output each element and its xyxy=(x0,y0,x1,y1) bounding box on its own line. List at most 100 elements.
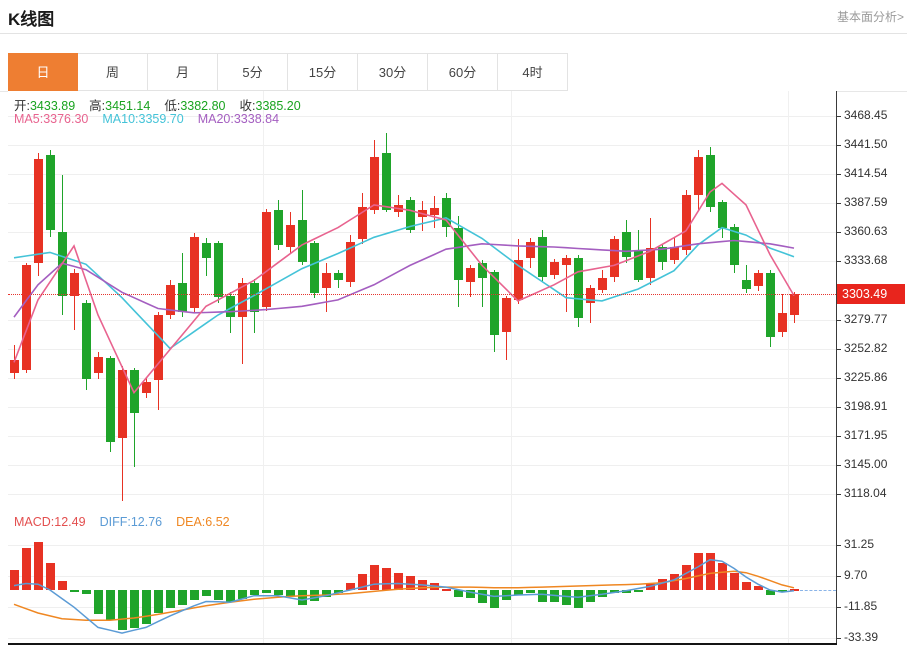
axis-label: 3225.86 xyxy=(844,369,888,384)
axis-tick xyxy=(836,203,841,205)
axis-tick xyxy=(836,545,841,546)
info-item: MA5:3376.30 xyxy=(14,112,88,126)
candle-body xyxy=(490,271,499,336)
info-value: 12.49 xyxy=(54,515,86,529)
macd-bar xyxy=(118,589,127,631)
candle-body xyxy=(346,241,355,282)
macd-bar xyxy=(226,589,235,603)
grid-line-h xyxy=(8,607,836,608)
candle-body xyxy=(82,303,91,379)
candle-body xyxy=(538,237,547,278)
grid-line-h xyxy=(8,377,836,379)
axis-label: -11.85 xyxy=(844,599,878,613)
axis-tick xyxy=(836,232,841,234)
candle-body xyxy=(610,239,619,278)
candle-wick xyxy=(482,259,483,308)
candle-body xyxy=(406,199,415,230)
macd-bar xyxy=(766,589,775,595)
grid-line-h xyxy=(8,545,836,546)
macd-bar xyxy=(754,585,763,590)
axis-label: 31.25 xyxy=(844,537,875,551)
info-item: MACD:12.49 xyxy=(14,515,86,529)
tab-5分[interactable]: 5分 xyxy=(218,53,288,91)
axis-label: -33.39 xyxy=(844,630,879,644)
info-value: 3433.89 xyxy=(29,99,76,113)
macd-bar xyxy=(670,574,679,590)
macd-bar xyxy=(22,548,31,590)
macd-bar xyxy=(94,589,103,615)
macd-bar xyxy=(178,589,187,606)
tab-周[interactable]: 周 xyxy=(78,53,148,91)
tab-日[interactable]: 日 xyxy=(8,53,78,91)
candle-body xyxy=(226,295,235,318)
macd-bar xyxy=(34,542,43,590)
chart-line xyxy=(13,558,795,634)
candle-body xyxy=(466,267,475,282)
candle-body xyxy=(106,358,115,443)
grid-line-h xyxy=(8,145,836,147)
candle-body xyxy=(502,297,511,333)
grid-line-h xyxy=(8,348,836,350)
tab-30分[interactable]: 30分 xyxy=(358,53,428,91)
macd-bar xyxy=(358,574,367,590)
candle-body xyxy=(358,207,367,240)
candle-body xyxy=(238,282,247,318)
macd-bar xyxy=(70,589,79,592)
grid-line-h xyxy=(8,232,836,234)
macd-bar xyxy=(46,563,55,590)
macd-bar xyxy=(730,572,739,590)
candle-body xyxy=(322,272,331,288)
candle-body xyxy=(574,257,583,319)
tab-60分[interactable]: 60分 xyxy=(428,53,498,91)
axis-tick xyxy=(836,406,841,408)
current-price-line xyxy=(8,293,836,295)
info-item: 开:3433.89 xyxy=(14,95,75,114)
macd-bar xyxy=(778,589,787,592)
candle-wick xyxy=(242,278,243,364)
axis-tick xyxy=(836,319,841,321)
page-title: K线图 xyxy=(8,10,55,29)
info-value: 3385.20 xyxy=(255,99,301,113)
axis-label: 3171.95 xyxy=(844,427,888,442)
kline-ma-row: MA5:3376.30 MA10:3359.70 MA20:3338.84 xyxy=(14,112,279,126)
info-label: MACD: xyxy=(14,515,55,529)
macd-bar xyxy=(370,564,379,590)
info-label: DIFF: xyxy=(99,515,131,529)
macd-bar xyxy=(454,589,463,597)
axis-tick xyxy=(836,116,841,117)
candle-body xyxy=(166,284,175,315)
candle-wick xyxy=(590,284,591,323)
tab-15分[interactable]: 15分 xyxy=(288,53,358,91)
macd-bar xyxy=(538,589,547,602)
candle-body xyxy=(370,157,379,211)
kline-chart-plot[interactable] xyxy=(8,91,836,512)
candle-body xyxy=(622,231,631,257)
axis-label: 3333.68 xyxy=(844,253,888,268)
macd-bar xyxy=(706,552,715,590)
info-label: DEA: xyxy=(176,515,206,529)
macd-bar xyxy=(574,589,583,609)
macd-bar xyxy=(790,589,799,592)
axis-label: 3387.59 xyxy=(844,195,888,210)
kline-ohlc-row: 开:3433.89 高:3451.14 低:3382.80 收:3385.20 xyxy=(14,95,301,114)
candle-body xyxy=(298,220,307,263)
tab-4时[interactable]: 4时 xyxy=(498,53,568,91)
macd-bar xyxy=(550,589,559,603)
macd-chart-plot[interactable] xyxy=(8,512,836,645)
axis-label: 3279.77 xyxy=(844,311,888,326)
tab-月[interactable]: 月 xyxy=(148,53,218,91)
candle-body xyxy=(790,293,799,315)
macd-bar xyxy=(202,589,211,597)
grid-line-h xyxy=(8,406,836,408)
axis-label: 3145.00 xyxy=(844,456,888,471)
candle-body xyxy=(70,272,79,296)
grid-line-h xyxy=(8,319,836,321)
grid-line-h xyxy=(8,261,836,263)
candle-body xyxy=(586,288,595,304)
fundamental-analysis-link[interactable]: 基本面分析> xyxy=(836,10,904,24)
candle-body xyxy=(682,195,691,251)
macd-bar xyxy=(562,589,571,605)
info-item: DIFF:12.76 xyxy=(100,515,163,529)
candle-body xyxy=(142,381,151,393)
candle-body xyxy=(766,272,775,337)
